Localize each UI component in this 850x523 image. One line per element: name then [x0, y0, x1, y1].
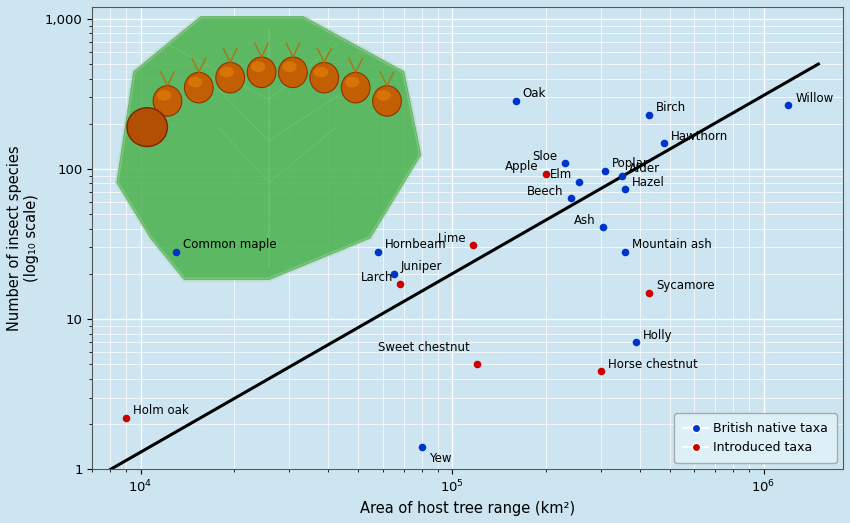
- Text: Elm: Elm: [549, 168, 572, 181]
- Point: [371, 248, 385, 256]
- Point: [120, 414, 133, 422]
- Point: [619, 185, 632, 194]
- Text: Ash: Ash: [575, 213, 596, 226]
- Point: [415, 443, 428, 451]
- Point: [596, 223, 609, 231]
- Point: [558, 159, 571, 167]
- Text: Sloe: Sloe: [533, 150, 558, 163]
- Point: [393, 280, 406, 289]
- Text: Beech: Beech: [527, 185, 564, 198]
- Point: [467, 241, 480, 249]
- Point: [470, 360, 484, 368]
- Point: [643, 111, 656, 119]
- Point: [509, 97, 523, 105]
- Point: [643, 289, 656, 297]
- Text: Yew: Yew: [429, 452, 451, 465]
- Text: Lime: Lime: [438, 232, 467, 245]
- Point: [169, 248, 183, 256]
- Text: Apple: Apple: [505, 160, 539, 173]
- Text: Willow: Willow: [795, 92, 833, 105]
- Point: [387, 270, 400, 278]
- Point: [781, 101, 795, 109]
- Point: [598, 167, 612, 175]
- Text: Hazel: Hazel: [632, 176, 666, 189]
- Point: [629, 338, 643, 347]
- Text: Hawthorn: Hawthorn: [672, 130, 728, 142]
- Text: Holly: Holly: [643, 329, 672, 342]
- Point: [657, 139, 671, 147]
- Text: Holm oak: Holm oak: [133, 404, 189, 417]
- Text: Oak: Oak: [523, 87, 546, 100]
- Text: Sweet chestnut: Sweet chestnut: [378, 341, 470, 354]
- Text: Juniper: Juniper: [400, 260, 442, 274]
- Text: Horse chestnut: Horse chestnut: [608, 358, 697, 371]
- Text: Hornbeam: Hornbeam: [385, 238, 447, 252]
- Point: [615, 172, 628, 180]
- Point: [594, 367, 608, 376]
- Point: [619, 248, 632, 256]
- Text: Common maple: Common maple: [183, 238, 277, 252]
- Text: Poplar: Poplar: [612, 157, 649, 170]
- Y-axis label: Number of insect species
(log₁₀ scale): Number of insect species (log₁₀ scale): [7, 145, 39, 331]
- Text: Larch: Larch: [360, 271, 393, 284]
- Text: Mountain ash: Mountain ash: [632, 238, 712, 252]
- Point: [572, 178, 586, 186]
- Point: [564, 194, 577, 202]
- Point: [539, 169, 552, 178]
- X-axis label: Area of host tree range (km²): Area of host tree range (km²): [360, 501, 575, 516]
- Text: Sycamore: Sycamore: [656, 279, 715, 292]
- Text: Birch: Birch: [656, 101, 687, 115]
- Legend: British native taxa, Introduced taxa: British native taxa, Introduced taxa: [674, 413, 836, 463]
- Text: Alder: Alder: [628, 162, 660, 175]
